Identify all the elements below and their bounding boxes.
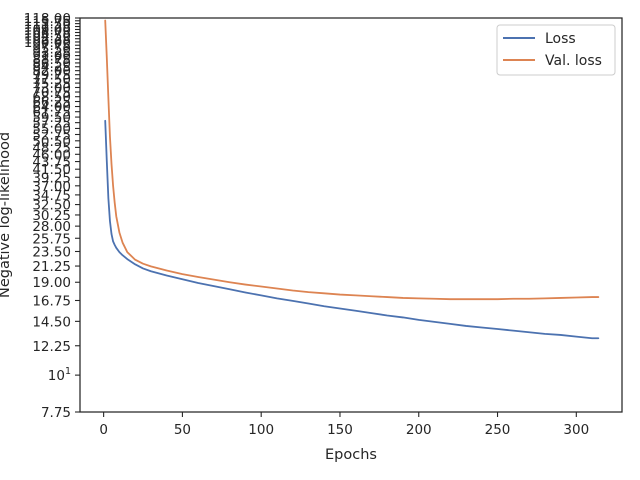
legend-label-val-loss: Val. loss bbox=[545, 53, 602, 69]
y-tick-label: 55.00 bbox=[32, 121, 71, 137]
y-tick-label: 111.25 bbox=[24, 20, 71, 36]
y-tick-label: 61.75 bbox=[32, 105, 71, 121]
y-tick-label: 28.00 bbox=[32, 219, 71, 235]
y-tick-label: 93.25 bbox=[32, 45, 71, 61]
y-tick-label: 86.50 bbox=[32, 56, 71, 72]
y-tick-label: 14.50 bbox=[32, 314, 71, 330]
y-tick-label: 37.00 bbox=[32, 179, 71, 195]
y-tick-label: 73.00 bbox=[32, 80, 71, 96]
x-tick-label: 200 bbox=[406, 422, 432, 438]
y-tick-label: 7.75 bbox=[41, 405, 71, 421]
y-tick-label: 32.50 bbox=[32, 198, 71, 214]
y-tick-label: 100.00 bbox=[24, 35, 71, 51]
y-tick-label: 48.25 bbox=[32, 140, 71, 156]
y-tick-label: 16.75 bbox=[32, 293, 71, 309]
x-tick-label: 50 bbox=[174, 422, 191, 438]
y-tick-label: 23.50 bbox=[32, 244, 71, 260]
y-tick-label: 68.50 bbox=[32, 90, 71, 106]
legend-label-loss: Loss bbox=[545, 31, 576, 47]
y-tick-label: 21.25 bbox=[32, 259, 71, 275]
y-tick-label: 115.75 bbox=[24, 14, 71, 30]
y-tick-label: 57.25 bbox=[32, 116, 71, 132]
series-line-loss bbox=[104, 119, 600, 340]
y-tick-label: 84.25 bbox=[32, 60, 71, 76]
y-tick-label: 12.25 bbox=[32, 339, 71, 355]
y-tick-label: 79.75 bbox=[32, 68, 71, 84]
x-tick-label: 300 bbox=[563, 422, 589, 438]
y-tick-label: 64.00 bbox=[32, 100, 71, 116]
y-tick-label: 25.75 bbox=[32, 231, 71, 247]
y-tick-label: 106.75 bbox=[24, 25, 71, 41]
legend: Loss Val. loss bbox=[496, 24, 616, 76]
x-axis: 0 50 100 150 200 250 300 bbox=[99, 412, 589, 438]
y-tick-label: 46.00 bbox=[32, 147, 71, 163]
y-tick-label: 104.50 bbox=[24, 29, 71, 45]
y-tick-label: 34.75 bbox=[32, 188, 71, 204]
y-tick-label: 75.25 bbox=[32, 76, 71, 92]
y-tick-label: 91.00 bbox=[32, 49, 71, 65]
y-axis-label: Negative log-likelihood bbox=[0, 132, 13, 298]
x-tick-label: 100 bbox=[248, 422, 274, 438]
y-tick-label: 30.25 bbox=[32, 208, 71, 224]
y-tick-label: 77.50 bbox=[32, 72, 71, 88]
y-tick-label: 102.25 bbox=[24, 32, 71, 48]
y-tick-label: 66.25 bbox=[32, 95, 71, 111]
y-tick-label: 70.75 bbox=[32, 85, 71, 101]
y-tick-label: 50.50 bbox=[32, 134, 71, 150]
y-tick-label: 97.75 bbox=[32, 38, 71, 54]
y-tick-label: 41.50 bbox=[32, 162, 71, 178]
x-tick-label: 250 bbox=[485, 422, 511, 438]
x-tick-label: 150 bbox=[327, 422, 353, 438]
y-tick-label: 39.25 bbox=[32, 170, 71, 186]
y-tick-label: 59.50 bbox=[32, 110, 71, 126]
y-tick-label: 113.50 bbox=[24, 17, 71, 33]
series-layer bbox=[104, 19, 600, 340]
series-line-val-loss bbox=[104, 19, 600, 301]
y-tick-label: 109.00 bbox=[24, 22, 71, 38]
y-tick-label: 82.00 bbox=[32, 64, 71, 80]
y-tick-label: 118.00 bbox=[24, 11, 71, 27]
y-tick-label: 95.50 bbox=[32, 42, 71, 58]
y-tick-label: 19.00 bbox=[32, 275, 71, 291]
y-tick-label: 43.75 bbox=[32, 155, 71, 171]
y-axis: 7.75 12.25 14.50 16.75 19.0021.2523.5025.752… bbox=[24, 11, 80, 421]
x-axis-label: Epochs bbox=[325, 447, 377, 463]
y-tick-label: 52.75 bbox=[32, 127, 71, 143]
y-tick-label: 88.75 bbox=[32, 52, 71, 68]
x-tick-label: 0 bbox=[99, 422, 108, 438]
